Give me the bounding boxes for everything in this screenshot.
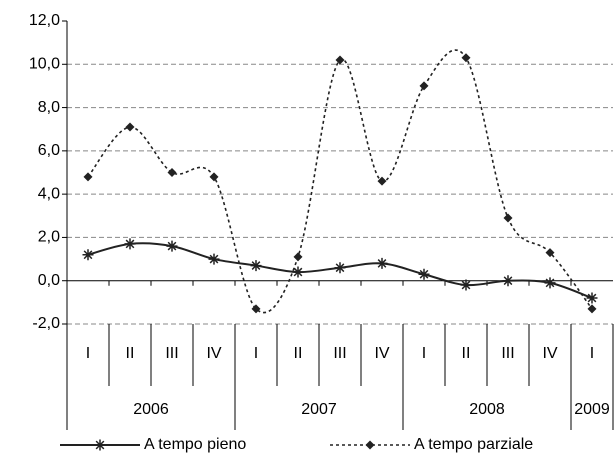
- data-point: [544, 277, 556, 289]
- y-tick-label: 10,0: [29, 56, 60, 73]
- x-tick-label: I: [590, 345, 594, 362]
- y-tick-label: 4,0: [38, 185, 60, 202]
- x-tick-label: IV: [206, 345, 221, 362]
- y-tick-label: 0,0: [38, 272, 60, 289]
- data-point: [502, 275, 514, 287]
- data-point: [418, 268, 430, 280]
- data-point: [83, 172, 93, 182]
- data-point: [503, 213, 513, 223]
- x-tick-label: I: [254, 345, 258, 362]
- data-point: [545, 248, 555, 258]
- data-point: [208, 253, 220, 265]
- data-point: [334, 262, 346, 274]
- legend-label: A tempo parziale: [414, 436, 533, 453]
- data-point: [461, 53, 471, 63]
- data-point: [377, 176, 387, 186]
- x-tick-label: II: [462, 345, 471, 362]
- y-tick-label: 8,0: [38, 99, 60, 116]
- year-label: 2008: [469, 401, 505, 418]
- data-point: [419, 81, 429, 91]
- data-point: [292, 266, 304, 278]
- data-point: [167, 168, 177, 177]
- x-tick-label: I: [422, 345, 426, 362]
- data-point: [376, 257, 388, 269]
- y-tick-label: 6,0: [38, 142, 60, 159]
- x-tick-label: II: [294, 345, 303, 362]
- year-label: 2006: [133, 401, 169, 418]
- year-label: 2007: [301, 401, 337, 418]
- data-point: [124, 238, 136, 250]
- data-point: [293, 252, 303, 262]
- y-tick-label: -2,0: [32, 315, 60, 332]
- x-tick-label: IV: [374, 345, 389, 362]
- legend-marker: [365, 440, 375, 450]
- data-point: [586, 292, 598, 304]
- data-point: [82, 249, 94, 261]
- data-point: [209, 172, 219, 182]
- x-tick-label: IV: [542, 345, 557, 362]
- data-point: [335, 55, 345, 65]
- data-point: [587, 304, 597, 314]
- x-tick-label: III: [501, 345, 514, 362]
- legend-marker: [94, 439, 106, 451]
- y-tick-label: 2,0: [38, 229, 60, 246]
- x-tick-label: III: [165, 345, 178, 362]
- data-point: [166, 240, 178, 252]
- y-tick-label: 12,0: [29, 12, 60, 29]
- data-point: [250, 260, 262, 272]
- x-tick-label: I: [86, 345, 90, 362]
- x-tick-label: III: [333, 345, 346, 362]
- data-point: [460, 279, 472, 291]
- x-tick-label: II: [126, 345, 135, 362]
- data-point: [125, 122, 135, 132]
- legend-label: A tempo pieno: [144, 436, 246, 453]
- year-label: 2009: [574, 401, 610, 418]
- data-point: [251, 304, 261, 314]
